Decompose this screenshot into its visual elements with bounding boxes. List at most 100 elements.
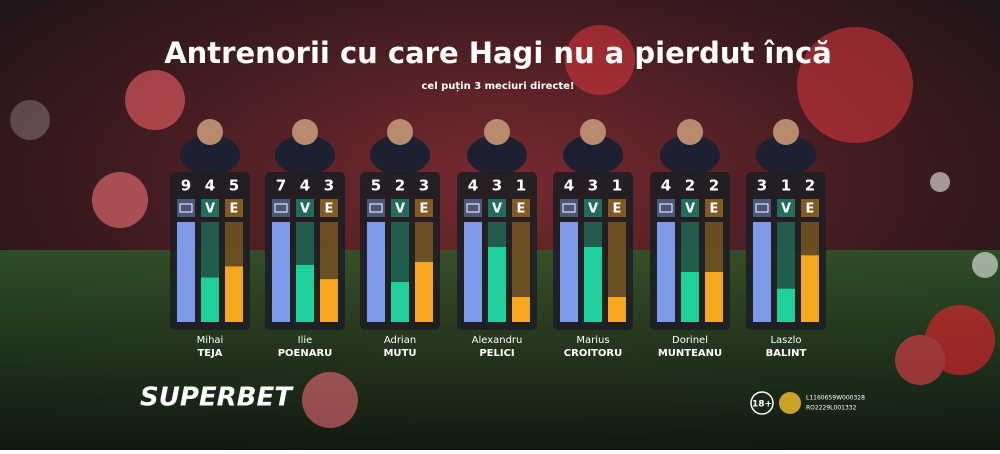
header-box: [201, 199, 219, 217]
bar: [512, 297, 530, 322]
chart-subtitle: cel puțin 3 meciuri directe!: [421, 81, 574, 92]
bar: [560, 222, 578, 322]
bar: [320, 279, 338, 322]
value-label: 1: [516, 177, 526, 195]
field-icon: [274, 203, 288, 213]
value-label: 4: [564, 177, 574, 195]
coach-head: [197, 119, 223, 145]
coach-photo: [275, 135, 335, 175]
header-box: [777, 199, 795, 217]
bar: [296, 264, 314, 322]
legend-label: V: [205, 202, 215, 217]
first-name: Mihai: [197, 335, 224, 346]
legend-label: V: [781, 202, 791, 217]
field-icon: [179, 203, 193, 213]
legend-label: V: [300, 202, 310, 217]
last-name: POENARU: [278, 348, 333, 359]
seal: [779, 392, 801, 414]
header-box: [225, 199, 243, 217]
first-name: Ilie: [298, 335, 313, 346]
chart-title: Antrenorii cu care Hagi nu a pierdut înc…: [164, 36, 832, 70]
coach-photo: [756, 135, 816, 175]
legend-label: E: [325, 202, 334, 217]
bar: [225, 266, 243, 322]
legend-label: E: [517, 202, 526, 217]
bar: [391, 282, 409, 322]
coach-head: [580, 119, 606, 145]
value-label: 5: [229, 177, 239, 195]
license: L1160659W000328: [806, 395, 865, 402]
last-name: MUNTEANU: [658, 348, 722, 359]
header-box: [320, 199, 338, 217]
header-box: [681, 199, 699, 217]
value-label: 4: [661, 177, 671, 195]
bar: [681, 272, 699, 322]
bar: [657, 222, 675, 322]
coach-head: [484, 119, 510, 145]
last-name: TEJA: [197, 348, 222, 359]
last-name: PELICI: [479, 348, 514, 359]
age-label: 18+: [752, 400, 772, 410]
value-label: 1: [612, 177, 622, 195]
value-label: 7: [276, 177, 286, 195]
brand-logo: SUPERBET: [140, 383, 294, 413]
last-name: CROITORU: [564, 348, 622, 359]
value-label: 2: [685, 177, 695, 195]
coach-photo: [370, 135, 430, 175]
legend-label: E: [420, 202, 429, 217]
value-label: 5: [371, 177, 381, 195]
value-label: 3: [588, 177, 598, 195]
last-name: BALINT: [766, 348, 807, 359]
first-name: Dorinel: [672, 335, 708, 346]
header-box: [705, 199, 723, 217]
bar: [777, 288, 795, 322]
age-badge: [750, 391, 774, 415]
bar: [488, 247, 506, 322]
value-label: 3: [757, 177, 767, 195]
header-box: [488, 199, 506, 217]
value-label: 3: [324, 177, 334, 195]
first-name: Adrian: [384, 335, 416, 346]
value-label: 2: [805, 177, 815, 195]
coach-photo: [467, 135, 527, 175]
field-icon: [369, 203, 383, 213]
bar: [272, 222, 290, 322]
legend-label: V: [395, 202, 405, 217]
bar: [608, 297, 626, 322]
legend-label: E: [806, 202, 815, 217]
coach-photo: [660, 135, 720, 175]
license: RO2229L001332: [806, 405, 857, 412]
bar: [753, 222, 771, 322]
bar: [801, 255, 819, 322]
bar: [464, 222, 482, 322]
coach-head: [292, 119, 318, 145]
value-label: 9: [181, 177, 191, 195]
value-label: 2: [395, 177, 405, 195]
value-label: 4: [205, 177, 215, 195]
bar: [367, 222, 385, 322]
first-name: Laszlo: [770, 335, 801, 346]
last-name: MUTU: [383, 348, 416, 359]
value-label: 3: [492, 177, 502, 195]
value-label: 1: [781, 177, 791, 195]
legend-label: V: [685, 202, 695, 217]
coach-photo: [563, 135, 623, 175]
coach-head: [677, 119, 703, 145]
field-icon: [755, 203, 769, 213]
value-label: 4: [300, 177, 310, 195]
bar: [415, 262, 433, 322]
bokeh: [10, 25, 998, 428]
bar: [705, 272, 723, 322]
value-label: 4: [468, 177, 478, 195]
bar: [177, 222, 195, 322]
header-box: [608, 199, 626, 217]
field-icon: [562, 203, 576, 213]
legend-label: E: [230, 202, 239, 217]
header-box: [415, 199, 433, 217]
first-name: Alexandru: [472, 335, 523, 346]
coach-head: [387, 119, 413, 145]
legend-label: V: [492, 202, 502, 217]
bar: [201, 277, 219, 322]
header-box: [512, 199, 530, 217]
